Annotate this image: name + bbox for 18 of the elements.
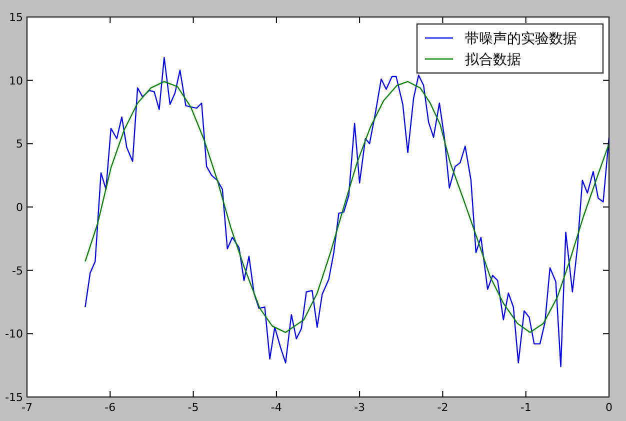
x-tick-label: -5 — [188, 401, 199, 414]
legend-label: 拟合数据 — [465, 52, 521, 68]
x-tick-label: -2 — [437, 401, 448, 414]
y-tick-label: -5 — [12, 264, 23, 278]
legend-label: 带噪声的实验数据 — [465, 31, 577, 47]
x-tick-label: 0 — [606, 401, 612, 414]
y-tick-label: -15 — [5, 391, 23, 404]
x-tick-label: -7 — [22, 401, 32, 414]
x-tick-label: -4 — [270, 401, 282, 414]
x-tick-label: -6 — [104, 401, 116, 414]
x-tick-label: -1 — [520, 401, 532, 414]
y-tick-label: 5 — [16, 138, 23, 151]
y-tick-label: 15 — [9, 11, 23, 24]
y-tick-label: -10 — [5, 328, 23, 341]
y-tick-label: 10 — [9, 74, 23, 88]
y-tick-label: 0 — [16, 201, 23, 214]
line-series — [84, 81, 610, 333]
x-tick-label: -3 — [354, 401, 366, 414]
